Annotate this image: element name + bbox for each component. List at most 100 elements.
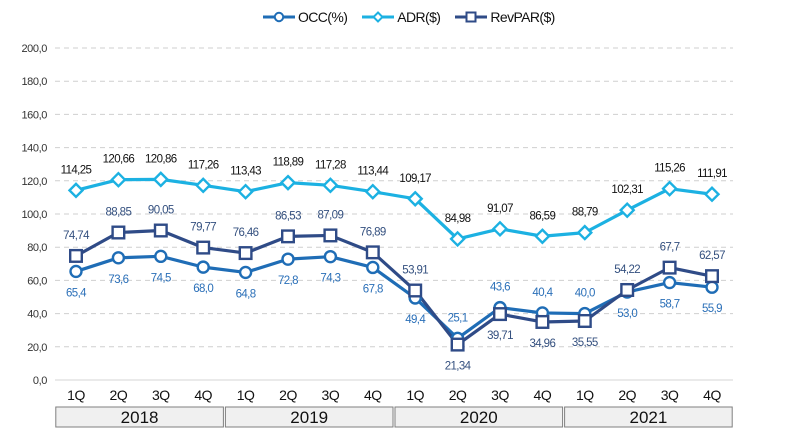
data-label-revpar: 79,77 [190,222,216,234]
x-tick-label: 2Q [449,387,467,403]
marker-occ [111,251,126,265]
data-label-adr: 117,26 [188,159,219,171]
y-tick-label: 200,0 [21,43,47,55]
data-label-adr: 91,07 [487,203,513,215]
marker-revpar [111,225,126,240]
y-tick-label: 100,0 [21,209,47,221]
data-label-revpar: 76,46 [233,227,259,239]
x-axis: 1Q 2Q 3Q 4Q 1Q 2Q 3Q 4Q 1Q 2Q 3Q 4Q 1Q 2Q 3Q 4Q 2018 2019… [55,387,733,428]
y-tick-label: 0,0 [33,375,47,387]
data-label-adr: 120,86 [145,153,177,165]
data-label-revpar: 86,53 [275,210,301,222]
y-tick-label: 40,0 [27,309,47,321]
data-label-adr: 120,66 [103,154,135,166]
marker-adr [237,183,254,200]
legend-circle-marker-icon [263,11,295,23]
legend-square-marker-icon [455,11,488,23]
data-label-occ: 68,0 [193,283,213,295]
data-label-revpar: 74,74 [63,230,90,242]
data-label-occ: 49,4 [405,314,426,326]
year-group-box [394,406,564,428]
data-label-occ: 73,6 [108,274,128,286]
data-label-adr: 84,98 [445,213,471,225]
marker-occ [196,260,210,274]
marker-adr [534,228,551,245]
marker-adr [703,186,721,203]
marker-occ [238,265,253,280]
data-label-occ: 65,4 [66,287,87,299]
legend-item-revpar: RevPAR($) [454,9,555,25]
data-labels: 114,25 120,66 120,86 117,26 113,43 118,89 117,… [61,153,728,372]
x-tick-label: 1Q [237,387,255,403]
year-group-label: 2018 [121,408,159,427]
year-group-box [224,406,394,428]
legend-label-occ: OCC(%) [298,9,348,25]
data-label-adr: 114,25 [61,164,92,176]
data-label-revpar: 87,09 [318,209,344,221]
x-tick-label: 4Q [534,387,552,403]
y-tick-label: 80,0 [27,242,47,254]
year-group-box [55,406,224,428]
marker-adr [195,177,212,194]
data-label-adr: 115,26 [654,163,685,175]
data-label-revpar: 34,96 [530,338,556,350]
data-label-revpar: 76,89 [360,226,386,238]
year-group-label: 2020 [460,408,498,427]
data-label-revpar: 21,34 [445,361,472,373]
marker-revpar [238,246,253,261]
series-line-occ [75,254,713,340]
data-label-adr: 117,28 [315,159,346,171]
marker-revpar [323,228,338,243]
marker-adr [407,190,424,207]
x-tick-label: 3Q [661,387,679,403]
series-markers [67,171,721,352]
marker-adr [67,182,85,199]
data-label-adr: 86,59 [530,210,556,222]
data-label-occ: 74,3 [320,273,340,285]
x-tick-label: 3Q [152,387,170,403]
chart-legend: OCC(%) ADR($) RevPAR($) [262,9,569,25]
marker-revpar [68,248,83,263]
legend-diamond-marker-icon [362,11,395,23]
data-label-revpar: 90,05 [148,205,174,217]
data-label-occ: 72,8 [278,275,298,287]
data-label-revpar: 62,57 [699,250,725,262]
marker-revpar [196,240,211,255]
x-tick-label: 2Q [618,387,636,403]
marker-revpar [620,282,635,297]
marker-adr [661,180,678,197]
y-tick-label: 20,0 [27,342,47,354]
data-label-occ: 40,4 [532,287,553,299]
legend-label-revpar: RevPAR($) [490,9,555,25]
x-tick-label: 2Q [279,387,297,403]
data-label-revpar: 54,22 [614,264,640,276]
y-tick-label: 120,0 [21,176,47,188]
marker-revpar [153,223,168,238]
year-group-box [564,406,733,428]
legend-item-occ: OCC(%) [262,9,348,25]
marker-occ [366,260,380,275]
marker-revpar [493,307,508,322]
data-label-revpar: 35,55 [572,337,598,349]
data-label-occ: 58,7 [660,299,680,311]
x-tick-label: 3Q [322,387,340,403]
data-label-adr: 109,17 [399,173,431,185]
year-group-label: 2019 [290,408,328,427]
marker-revpar [577,313,592,328]
x-tick-label: 4Q [194,387,212,403]
marker-revpar [705,269,720,284]
marker-revpar [662,260,677,275]
series-line-adr [75,177,713,241]
legend-item-adr: ADR($) [361,9,441,25]
x-tick-label: 1Q [576,387,594,403]
data-label-adr: 113,43 [230,166,261,178]
data-label-revpar: 53,91 [402,265,428,277]
year-group-label: 2021 [629,408,667,427]
y-tick-label: 140,0 [21,143,47,155]
marker-occ [69,264,83,279]
data-label-adr: 111,91 [697,168,727,180]
legend-label-adr: ADR($) [397,9,441,25]
y-tick-label: 160,0 [21,109,47,121]
data-label-occ: 67,8 [363,283,383,295]
data-label-occ: 64,8 [236,288,256,300]
